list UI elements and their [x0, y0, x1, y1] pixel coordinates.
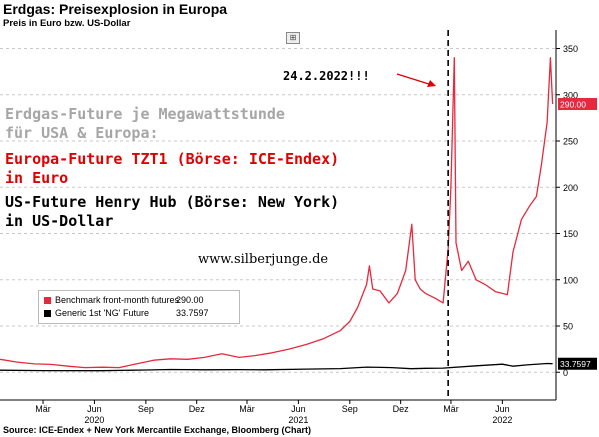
- annotation-us-line2: in US-Dollar: [5, 212, 114, 230]
- y-tick-label: 100: [563, 275, 578, 285]
- annotation-date: 24.2.2022!!!: [283, 69, 370, 83]
- legend-value-us: 33.7597: [176, 308, 209, 318]
- y-tick-label: 200: [563, 183, 578, 193]
- last-value-tag-europe-box: [558, 98, 597, 110]
- legend-label-europe: Benchmark front-month futures: [55, 295, 180, 305]
- annotation-europe-line2: in Euro: [5, 169, 69, 187]
- annotation-heading-line2: für USA & Europa:: [5, 124, 159, 142]
- x-tick-label: Sep: [342, 404, 358, 414]
- series-line-us: [0, 362, 553, 372]
- x-tick-label: Dez: [189, 404, 206, 414]
- legend-swatch-us: [44, 310, 51, 317]
- annotation-heading-line1: Erdgas-Future je Megawattstunde: [5, 105, 285, 123]
- chart-subtitle: Preis in Euro bzw. US-Dollar: [3, 18, 131, 29]
- y-tick-label: 250: [563, 137, 578, 147]
- x-tick-label: Mär: [239, 404, 255, 414]
- annotation-europe: Europa-Future TZT1 (Börse: ICE-Endex) in…: [5, 150, 339, 188]
- y-tick-label: 300: [563, 90, 578, 100]
- annotation-website: www.silberjunge.de: [198, 252, 329, 267]
- chart-legend: Benchmark front-month futures 290.00 Gen…: [38, 290, 240, 324]
- x-tick-label: Jun: [291, 404, 306, 414]
- x-tick-label: Dez: [393, 404, 410, 414]
- annotation-arrow: [396, 73, 433, 86]
- legend-value-europe: 290.00: [176, 295, 204, 305]
- y-tick-label: 0: [563, 368, 568, 378]
- annotation-heading: Erdgas-Future je Megawattstunde für USA …: [5, 105, 285, 143]
- last-value-tag-us-label: 33.7597: [560, 359, 591, 369]
- chart-source: Source: ICE-Endex + New York Mercantile …: [3, 425, 311, 435]
- last-value-tag-us-box: [558, 357, 597, 370]
- legend-label-us: Generic 1st 'NG' Future: [55, 308, 149, 318]
- annotation-europe-line1: Europa-Future TZT1 (Börse: ICE-Endex): [5, 150, 340, 168]
- x-year-label: 2021: [288, 415, 308, 425]
- expand-icon[interactable]: ⊞: [286, 32, 300, 44]
- x-tick-label: Sep: [138, 404, 154, 414]
- last-value-tag-europe-label: 290.00: [560, 100, 586, 110]
- x-tick-label: Mär: [443, 404, 459, 414]
- x-year-label: 2020: [84, 415, 104, 425]
- x-tick-label: Mär: [35, 404, 51, 414]
- x-tick-label: Jun: [495, 404, 510, 414]
- series-line-europe: [0, 57, 554, 369]
- annotation-arrow-head: [427, 80, 436, 87]
- legend-swatch-europe: [44, 297, 51, 304]
- y-tick-label: 50: [563, 322, 573, 332]
- y-tick-label: 150: [563, 229, 578, 239]
- x-year-label: 2022: [492, 415, 512, 425]
- annotation-us: US-Future Henry Hub (Börse: New York) in…: [5, 193, 339, 231]
- y-tick-label: 350: [563, 44, 578, 54]
- chart-title: Erdgas: Preisexplosion in Europa: [3, 1, 228, 17]
- x-tick-label: Jun: [87, 404, 102, 414]
- annotation-us-line1: US-Future Henry Hub (Börse: New York): [5, 193, 340, 211]
